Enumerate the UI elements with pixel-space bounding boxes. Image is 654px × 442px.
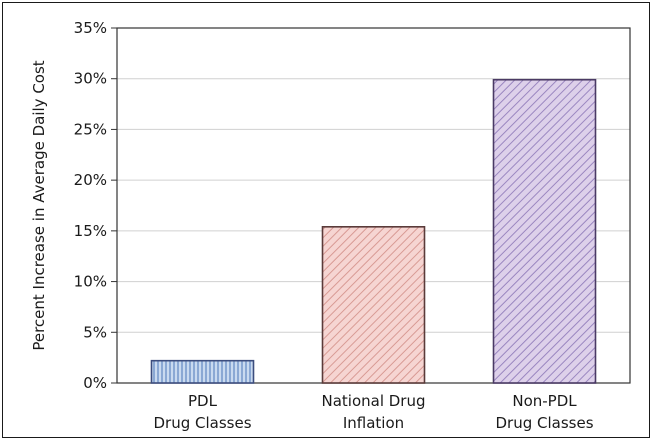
x-category-label: Non-PDL Drug Classes: [495, 392, 593, 432]
y-axis-label: Percent Increase in Average Daily Cost: [30, 60, 48, 350]
x-category-label: PDL Drug Classes: [153, 392, 251, 432]
y-tick-label: 25%: [74, 120, 107, 138]
x-category-label-line: Inflation: [343, 414, 404, 432]
x-category-label-line: Drug Classes: [495, 414, 593, 432]
y-tick-label: 15%: [74, 222, 107, 240]
x-category-label-line: National Drug: [321, 392, 425, 410]
y-tick-label: 30%: [74, 70, 107, 88]
bar-2: [492, 78, 597, 384]
y-tick-label: 35%: [74, 19, 107, 37]
bar-0: [150, 359, 255, 384]
x-axis-category-labels: PDL Drug Classes National Drug Inflation Non…: [153, 392, 593, 432]
y-tick-label: 20%: [74, 171, 107, 189]
bar-1: [321, 226, 426, 384]
y-tick-label: 0%: [83, 374, 107, 392]
x-category-label-line: Non-PDL: [512, 392, 577, 410]
x-category-label: National Drug Inflation: [321, 392, 425, 432]
y-tick-label: 10%: [74, 273, 107, 291]
x-category-label-line: Drug Classes: [153, 414, 251, 432]
y-axis-ticks: 0% 5% 10% 15% 20% 25% 30% 35%: [74, 19, 117, 392]
x-category-label-line: PDL: [188, 392, 218, 410]
y-tick-label: 5%: [83, 323, 107, 341]
bars: [150, 78, 597, 384]
